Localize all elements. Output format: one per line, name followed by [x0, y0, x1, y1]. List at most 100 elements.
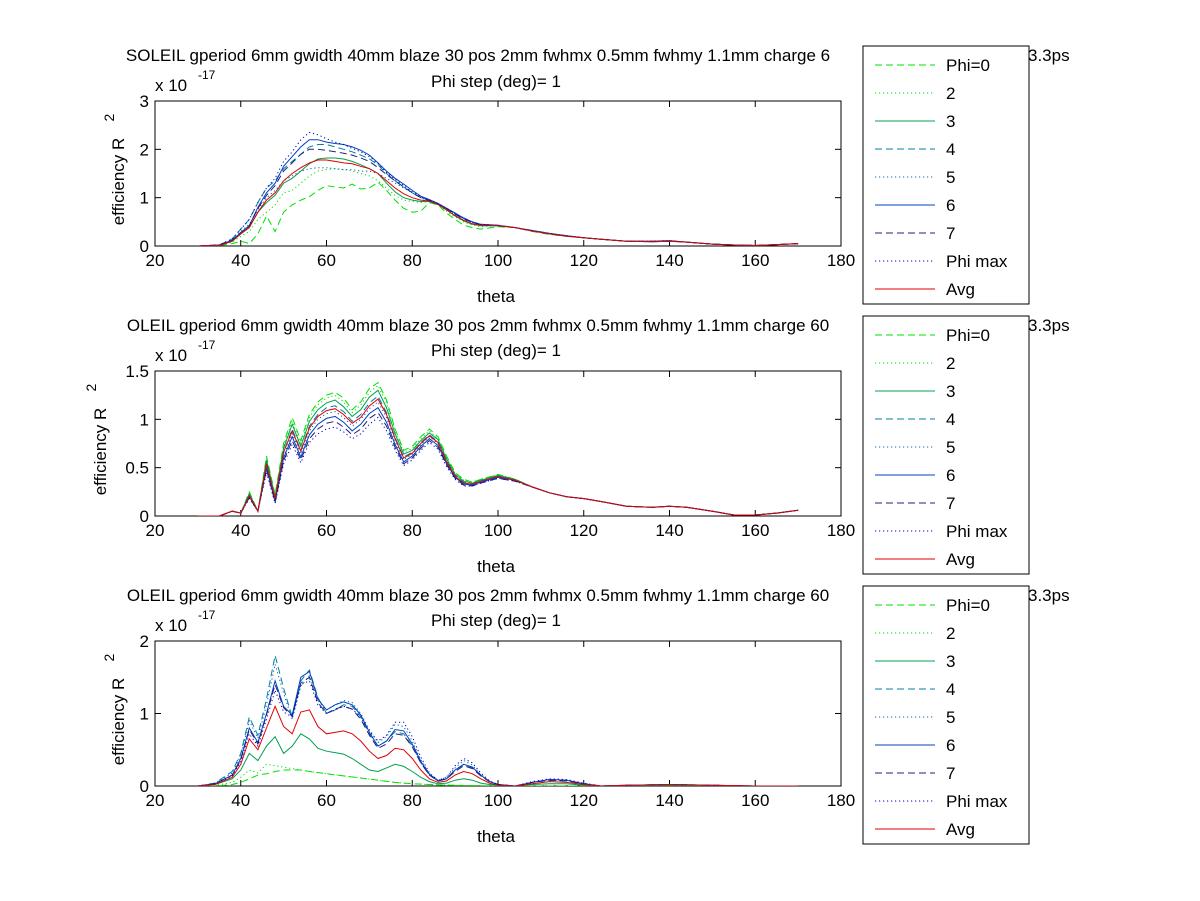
y-multiplier: x 10	[155, 76, 187, 95]
legend-label-5: 5	[946, 168, 955, 187]
legend-label-8: Phi max	[946, 522, 1008, 541]
chart-panel-3: OLEIL gperiod 6mm gwidth 40mm blaze 30 p…	[101, 585, 1070, 846]
chart-panel-2: OLEIL gperiod 6mm gwidth 40mm blaze 30 p…	[83, 315, 1070, 576]
legend-label-6: 6	[946, 736, 955, 755]
y-tick-label: 0	[140, 237, 149, 256]
legend-label-7: 7	[946, 764, 955, 783]
chart-title-tail: 3.3ps	[1028, 46, 1070, 65]
legend-label-9: Avg	[946, 820, 975, 839]
legend: Phi=0 2 3 4 5 6 7 Phi max Avg	[862, 585, 1030, 845]
legend-label-4: 4	[946, 680, 955, 699]
series-line-7	[197, 676, 799, 786]
x-tick-label: 100	[484, 791, 512, 810]
y-multiplier-exponent: -17	[198, 608, 216, 622]
legend-label-2: 2	[946, 354, 955, 373]
series-group	[197, 131, 799, 246]
x-tick-label: 100	[484, 251, 512, 270]
chart-title: SOLEIL gperiod 6mm gwidth 40mm blaze 30 …	[126, 46, 830, 65]
series-line-9	[197, 398, 799, 516]
series-line-9	[197, 159, 799, 246]
x-tick-label: 40	[231, 791, 250, 810]
legend-label-8: Phi max	[946, 792, 1008, 811]
x-tick-label: 140	[655, 251, 683, 270]
x-tick-label: 80	[403, 791, 422, 810]
x-tick-label: 120	[570, 251, 598, 270]
x-axis-label: theta	[477, 557, 515, 576]
y-tick-label: 1	[140, 410, 149, 429]
x-tick-label: 100	[484, 521, 512, 540]
x-tick-label: 160	[741, 251, 769, 270]
x-tick-label: 180	[827, 251, 855, 270]
x-tick-label: 20	[146, 521, 165, 540]
y-axis-label-group: efficiency R 2	[101, 114, 128, 226]
y-axis-label-superscript: 2	[101, 654, 117, 662]
legend-label-8: Phi max	[946, 252, 1008, 271]
y-axis-label-superscript: 2	[101, 114, 117, 122]
legend-label-6: 6	[946, 196, 955, 215]
y-multiplier: x 10	[155, 616, 187, 635]
series-group	[197, 381, 799, 516]
legend-box	[862, 45, 1030, 305]
y-axis-label-group: efficiency R 2	[83, 384, 110, 496]
legend-label-6: 6	[946, 466, 955, 485]
y-multiplier: x 10	[155, 346, 187, 365]
series-line-2	[197, 168, 799, 246]
legend-label-4: 4	[946, 410, 955, 429]
x-axis-label: theta	[477, 827, 515, 846]
legend-label-9: Avg	[946, 550, 975, 569]
legend-label-7: 7	[946, 494, 955, 513]
legend: Phi=0 2 3 4 5 6 7 Phi max Avg	[862, 315, 1030, 575]
y-tick-label: 0.5	[125, 459, 149, 478]
x-tick-label: 120	[570, 521, 598, 540]
x-tick-label: 20	[146, 251, 165, 270]
y-tick-label: 1	[140, 705, 149, 724]
y-tick-label: 2	[140, 140, 149, 159]
legend-label-7: 7	[946, 224, 955, 243]
chart-subtitle: Phi step (deg)= 1	[431, 72, 561, 91]
y-tick-label: 0	[140, 777, 149, 796]
series-line-8	[197, 416, 799, 516]
chart-panel-1: SOLEIL gperiod 6mm gwidth 40mm blaze 30 …	[101, 45, 1070, 306]
chart-title-tail: 3.3ps	[1028, 586, 1070, 605]
legend-box	[862, 315, 1030, 575]
x-tick-label: 40	[231, 251, 250, 270]
y-axis-label: efficiency R	[91, 408, 110, 496]
x-tick-label: 80	[403, 251, 422, 270]
chart-title: OLEIL gperiod 6mm gwidth 40mm blaze 30 p…	[127, 586, 829, 605]
y-multiplier-exponent: -17	[198, 68, 216, 82]
legend: Phi=0 2 3 4 5 6 7 Phi max Avg	[862, 45, 1030, 305]
series-line-9	[197, 704, 799, 786]
legend-label-5: 5	[946, 438, 955, 457]
y-axis-label-superscript: 2	[83, 384, 99, 392]
x-tick-label: 60	[317, 791, 336, 810]
y-tick-label: 1.5	[125, 362, 149, 381]
chart-title: OLEIL gperiod 6mm gwidth 40mm blaze 30 p…	[127, 316, 829, 335]
y-tick-label: 2	[140, 632, 149, 651]
x-tick-label: 180	[827, 791, 855, 810]
x-tick-label: 140	[655, 521, 683, 540]
x-tick-label: 140	[655, 791, 683, 810]
y-axis-label: efficiency R	[109, 678, 128, 766]
x-tick-label: 40	[231, 521, 250, 540]
legend-label-2: 2	[946, 84, 955, 103]
x-tick-label: 80	[403, 521, 422, 540]
series-group	[197, 655, 799, 786]
x-tick-label: 60	[317, 251, 336, 270]
legend-label-3: 3	[946, 652, 955, 671]
series-line-8	[197, 680, 799, 786]
panels: SOLEIL gperiod 6mm gwidth 40mm blaze 30 …	[83, 45, 1070, 846]
chart-subtitle: Phi step (deg)= 1	[431, 611, 561, 630]
legend-label-3: 3	[946, 112, 955, 131]
legend-label-4: 4	[946, 140, 955, 159]
x-tick-label: 160	[741, 791, 769, 810]
x-tick-label: 20	[146, 791, 165, 810]
y-axis-label: efficiency R	[109, 138, 128, 226]
legend-label-1: Phi=0	[946, 326, 990, 345]
legend-box	[862, 585, 1030, 845]
series-line-3	[197, 733, 799, 786]
chart-title-tail: 3.3ps	[1028, 316, 1070, 335]
y-axis-label-group: efficiency R 2	[101, 654, 128, 766]
legend-label-1: Phi=0	[946, 596, 990, 615]
x-tick-label: 120	[570, 791, 598, 810]
